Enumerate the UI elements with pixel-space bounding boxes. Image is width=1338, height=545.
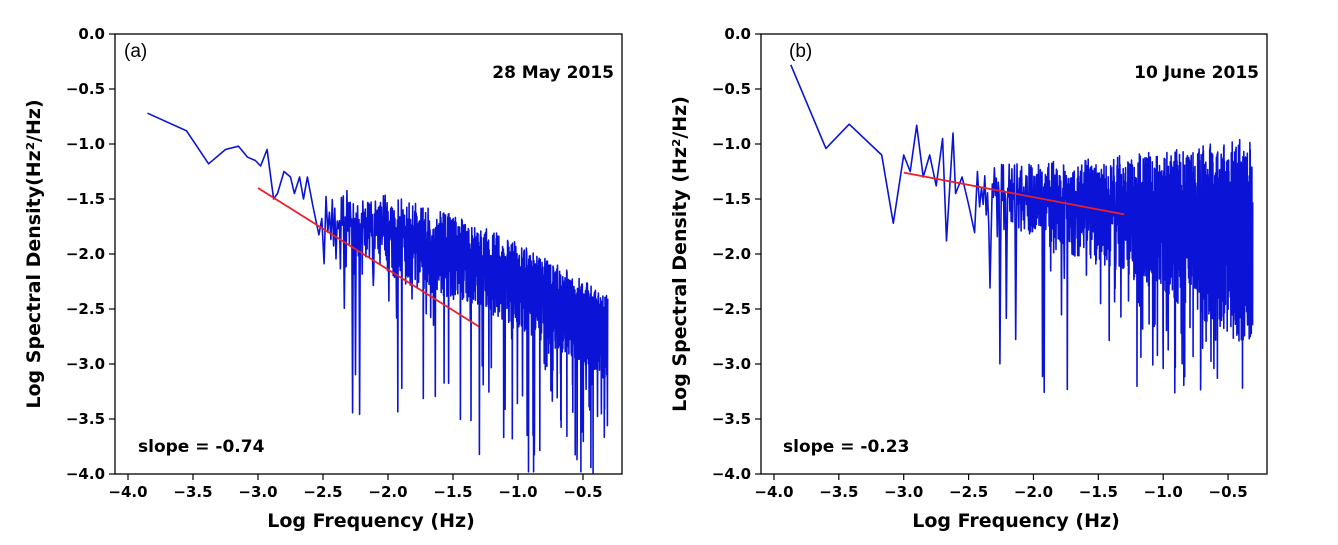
y-tick-label: −0.5 [712, 80, 751, 98]
y-tick-label: 0.0 [724, 25, 751, 43]
x-tick-label: −3.0 [884, 483, 923, 501]
x-tick-label: −2.0 [368, 483, 407, 501]
y-tick-label: −4.0 [66, 465, 105, 483]
panel-a: −4.0 −3.5 −3.0 −2.5 −2.0 −1.5 −1.0 −0.5 0.0 −0.5 −… [23, 25, 623, 532]
x-tick-label: −0.5 [563, 483, 602, 501]
plot-frame [114, 33, 623, 475]
fit-line [257, 187, 480, 328]
y-tick-label: 0.0 [78, 25, 105, 43]
slope-annotation: slope = -0.74 [138, 437, 265, 457]
y-tick-label: −1.0 [66, 135, 105, 153]
y-tick-label: −3.5 [712, 410, 751, 428]
x-tick-label: −4.0 [108, 483, 147, 501]
y-tick-label: −2.0 [712, 245, 751, 263]
y-tick-label: −3.5 [66, 410, 105, 428]
y-tick-label: −0.5 [66, 80, 105, 98]
y-tick-label: −1.5 [712, 190, 751, 208]
x-tick-label: −3.0 [238, 483, 277, 501]
spectrum-line [790, 64, 1254, 394]
fit-line [903, 171, 1125, 216]
y-axis-label: Log Spectral Density(Hz²/Hz) [23, 99, 45, 408]
y-tick-label: −3.0 [712, 355, 751, 373]
ticks-layer: −4.0 −3.5 −3.0 −2.5 −2.0 −1.5 −1.0 −0.5 0.0 −0.5 −… [712, 25, 1248, 501]
x-tick-label: −3.5 [819, 483, 858, 501]
y-axis-label: Log Spectral Density (Hz²/Hz) [669, 96, 691, 412]
y-tick-label: −2.0 [66, 245, 105, 263]
x-tick-label: −1.5 [1079, 483, 1118, 501]
x-tick-label: −0.5 [1209, 483, 1248, 501]
y-tick-label: −2.5 [712, 300, 751, 318]
date-annotation: 10 June 2015 [1134, 63, 1259, 83]
series-layer [147, 112, 609, 474]
x-tick-label: −4.0 [754, 483, 793, 501]
y-tick-label: −3.0 [66, 355, 105, 373]
x-tick-label: −3.5 [173, 483, 212, 501]
spectrum-line [147, 112, 609, 474]
ticks-layer: −4.0 −3.5 −3.0 −2.5 −2.0 −1.5 −1.0 −0.5 0.0 −0.5 −… [66, 25, 603, 501]
slope-annotation: slope = -0.23 [783, 437, 909, 457]
x-axis-label: Log Frequency (Hz) [912, 510, 1120, 532]
series-layer [790, 64, 1254, 394]
y-tick-label: −4.0 [712, 465, 751, 483]
x-tick-label: −2.5 [949, 483, 988, 501]
x-tick-label: −1.0 [498, 483, 537, 501]
x-tick-label: −1.5 [433, 483, 472, 501]
y-tick-label: −2.5 [66, 300, 105, 318]
x-tick-label: −2.0 [1014, 483, 1053, 501]
x-tick-label: −1.0 [1144, 483, 1183, 501]
panel-label: (a) [124, 41, 147, 62]
date-annotation: 28 May 2015 [492, 63, 614, 83]
x-tick-label: −2.5 [303, 483, 342, 501]
y-tick-label: −1.0 [712, 135, 751, 153]
x-axis-label: Log Frequency (Hz) [267, 510, 475, 532]
y-tick-label: −1.5 [66, 190, 105, 208]
panel-label: (b) [789, 41, 812, 62]
panel-b: −4.0 −3.5 −3.0 −2.5 −2.0 −1.5 −1.0 −0.5 0.0 −0.5 −… [669, 25, 1268, 532]
